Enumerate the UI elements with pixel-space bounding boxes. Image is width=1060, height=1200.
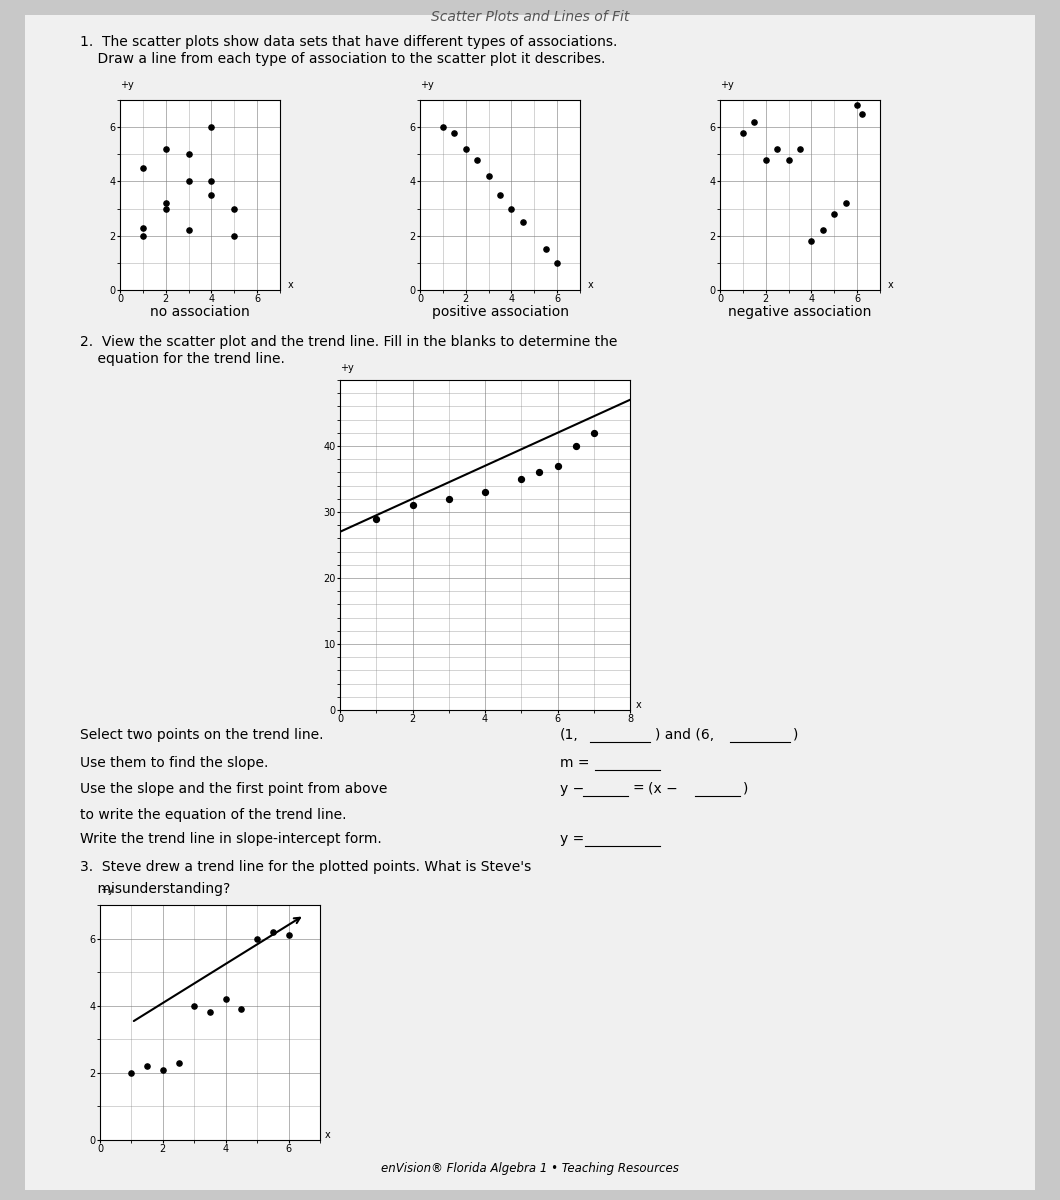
Point (837, 193, 854, 212)
Text: x: x (588, 280, 594, 290)
Text: Write the trend line in slope-intercept form.: Write the trend line in slope-intercept … (80, 832, 382, 846)
Text: to write the equation of the trend line.: to write the equation of the trend line. (80, 808, 347, 822)
Point (567, 437, 584, 456)
Text: positive association: positive association (431, 305, 568, 319)
Text: Draw a line from each type of association to the scatter plot it describes.: Draw a line from each type of associatio… (80, 52, 605, 66)
Point (157, 199, 174, 218)
Text: +y: +y (120, 80, 134, 90)
Point (157, 193, 174, 212)
Point (368, 509, 385, 528)
Point (157, 139, 174, 158)
Point (502, 199, 519, 218)
Point (170, 1054, 187, 1073)
Point (123, 1063, 140, 1082)
Text: equation for the trend line.: equation for the trend line. (80, 352, 285, 366)
Text: y −: y − (560, 782, 584, 796)
Point (514, 212, 531, 232)
Point (440, 490, 457, 509)
Text: (1,: (1, (560, 728, 579, 742)
Point (201, 1003, 218, 1022)
Point (477, 482, 494, 502)
Point (585, 424, 602, 443)
Text: x: x (288, 280, 294, 290)
Point (768, 139, 785, 158)
Text: negative association: negative association (728, 305, 871, 319)
Text: Use them to find the slope.: Use them to find the slope. (80, 756, 268, 770)
Point (180, 172, 197, 191)
Point (469, 150, 485, 169)
Text: +y: +y (420, 80, 434, 90)
Point (537, 240, 554, 259)
Point (202, 172, 219, 191)
Point (513, 469, 530, 488)
Point (531, 463, 548, 482)
Point (226, 199, 243, 218)
Text: 1.  The scatter plots show data sets that have different types of associations.: 1. The scatter plots show data sets that… (80, 35, 617, 49)
Text: +y: +y (340, 364, 354, 373)
Point (135, 226, 152, 245)
Point (826, 204, 843, 223)
Point (435, 118, 452, 137)
Point (180, 145, 197, 164)
Text: x: x (324, 1130, 331, 1140)
Point (792, 139, 809, 158)
Text: x: x (635, 700, 641, 710)
Point (135, 158, 152, 178)
Point (135, 218, 152, 238)
FancyBboxPatch shape (25, 14, 1035, 1190)
Point (180, 221, 197, 240)
Text: Use the slope and the first point from above: Use the slope and the first point from a… (80, 782, 387, 796)
Point (404, 496, 421, 515)
Text: =: = (632, 782, 643, 796)
Text: x: x (888, 280, 894, 290)
Text: ): ) (743, 782, 748, 796)
Point (480, 167, 497, 186)
Text: ): ) (793, 728, 798, 742)
Point (780, 150, 797, 169)
Point (735, 122, 752, 142)
Point (226, 226, 243, 245)
Text: 3.  Steve drew a trend line for the plotted points. What is Steve's: 3. Steve drew a trend line for the plott… (80, 860, 531, 874)
Point (202, 185, 219, 204)
Text: misunderstanding?: misunderstanding? (80, 882, 230, 896)
Text: Select two points on the trend line.: Select two points on the trend line. (80, 728, 323, 742)
Point (849, 96, 866, 115)
Text: +y: +y (720, 80, 734, 90)
Point (853, 104, 870, 124)
Text: m =: m = (560, 756, 589, 770)
Text: enVision® Florida Algebra 1 • Teaching Resources: enVision® Florida Algebra 1 • Teaching R… (381, 1162, 679, 1175)
Text: ) and (6,: ) and (6, (655, 728, 714, 742)
Point (549, 456, 566, 475)
Point (549, 253, 566, 272)
Point (233, 1000, 250, 1019)
Point (746, 112, 763, 131)
Point (186, 996, 202, 1015)
Point (446, 122, 463, 142)
Point (217, 989, 234, 1008)
Point (802, 232, 819, 251)
Point (202, 118, 219, 137)
Text: y =: y = (560, 832, 584, 846)
Point (757, 150, 774, 169)
Point (155, 1060, 172, 1079)
Text: Scatter Plots and Lines of Fit: Scatter Plots and Lines of Fit (430, 10, 630, 24)
Point (264, 923, 281, 942)
Text: 2.  View the scatter plot and the trend line. Fill in the blanks to determine th: 2. View the scatter plot and the trend l… (80, 335, 617, 349)
Text: (x −: (x − (648, 782, 677, 796)
Point (139, 1056, 156, 1075)
Text: +y: +y (100, 884, 113, 895)
Text: no association: no association (151, 305, 250, 319)
Point (249, 929, 266, 948)
Point (814, 221, 831, 240)
Point (492, 185, 509, 204)
Point (280, 925, 297, 944)
Point (457, 139, 474, 158)
